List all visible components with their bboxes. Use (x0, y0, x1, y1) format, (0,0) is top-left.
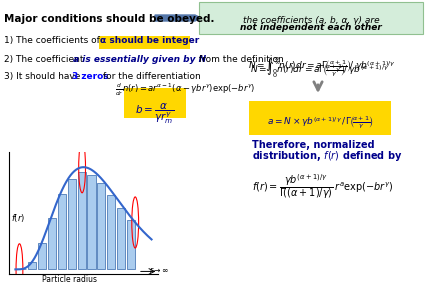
Text: $a = N \times \gamma b^{(\alpha+1)/\gamma}\,/\,\Gamma\!\left(\!\frac{\alpha+1}{\: $a = N \times \gamma b^{(\alpha+1)/\gamm… (267, 114, 373, 130)
Bar (77, 173, 86, 269)
Text: $N = \int_{0}^{\infty} n(r)dr = a\Gamma\!\left(\frac{\alpha+1}{\gamma}\right)\!/: $N = \int_{0}^{\infty} n(r)dr = a\Gamma\… (248, 55, 396, 76)
Bar (28, 262, 36, 269)
Bar (87, 175, 95, 269)
Text: from the definition: from the definition (196, 55, 284, 64)
Bar (68, 179, 76, 269)
Text: distribution, $f(r)$ defined by: distribution, $f(r)$ defined by (252, 149, 402, 163)
Text: Therefore, normalized: Therefore, normalized (252, 140, 374, 150)
Text: 3) It should have: 3) It should have (4, 72, 83, 81)
Text: $r \rightarrow \infty$: $r \rightarrow \infty$ (149, 265, 169, 275)
FancyBboxPatch shape (99, 36, 190, 48)
Bar (107, 195, 116, 269)
Text: $b = \dfrac{\alpha}{\gamma r_m^\gamma}$: $b = \dfrac{\alpha}{\gamma r_m^\gamma}$ (135, 101, 175, 126)
Text: 3 zeros: 3 zeros (72, 72, 109, 81)
FancyArrow shape (155, 15, 201, 21)
Bar (127, 220, 135, 269)
Text: 1) The coefficients of: 1) The coefficients of (4, 36, 103, 45)
Text: 2) The coefficient: 2) The coefficient (4, 55, 86, 64)
Bar (38, 244, 46, 269)
Bar (48, 218, 56, 269)
Text: Particle radius: Particle radius (42, 275, 97, 284)
Text: Major conditions should be obeyed.: Major conditions should be obeyed. (4, 14, 214, 24)
Text: not independent each other: not independent each other (240, 23, 382, 32)
Bar (97, 183, 105, 269)
Text: $\frac{d}{dr}n(r) = ar^{\alpha-1}(\alpha - \gamma br^\gamma)\exp(-br^\gamma)$: $\frac{d}{dr}n(r) = ar^{\alpha-1}(\alpha… (115, 82, 256, 98)
Text: the coefficients (a, b, α, γ) are: the coefficients (a, b, α, γ) are (243, 16, 379, 25)
Text: $N=\!\int_{0}^{\infty}\!\!n(r)dr=a\Gamma\!\left(\!\frac{\alpha+1}{\gamma}\!\righ: $N=\!\int_{0}^{\infty}\!\!n(r)dr=a\Gamma… (250, 60, 389, 81)
FancyBboxPatch shape (249, 101, 391, 135)
Text: for the differentiation: for the differentiation (100, 72, 201, 81)
Bar (117, 208, 125, 269)
Text: $f(r)=\dfrac{\gamma b^{(\alpha+1)/\gamma}}{\Gamma\!\left((\alpha+1)/\gamma\right: $f(r)=\dfrac{\gamma b^{(\alpha+1)/\gamma… (252, 172, 394, 201)
Bar (58, 194, 66, 269)
Text: $f(r)$: $f(r)$ (11, 212, 26, 224)
FancyBboxPatch shape (124, 88, 186, 118)
Text: α should be integer: α should be integer (100, 36, 199, 45)
Text: a is essentially given by N: a is essentially given by N (73, 55, 206, 64)
FancyBboxPatch shape (199, 2, 423, 34)
